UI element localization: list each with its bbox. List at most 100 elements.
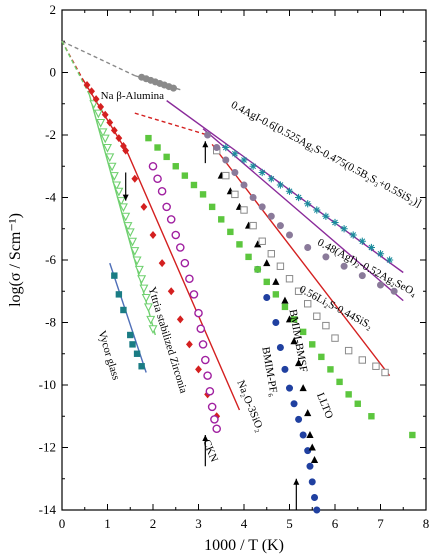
data-point <box>322 321 330 330</box>
data-point <box>148 325 158 334</box>
data-point <box>304 200 312 208</box>
y-tick-label: 2 <box>50 2 57 17</box>
data-point <box>115 134 123 143</box>
data-point <box>240 181 248 189</box>
data-point <box>196 324 206 334</box>
data-point <box>236 241 243 248</box>
series-label: LLTO <box>314 391 335 420</box>
data-point <box>163 153 170 161</box>
data-point <box>132 256 142 266</box>
data-series <box>89 100 158 334</box>
data-series <box>213 146 389 377</box>
data-point <box>210 415 219 424</box>
data-point <box>299 431 307 439</box>
series-label: Yttria stabilized Zirconia <box>146 285 190 394</box>
data-point <box>141 293 151 303</box>
data-point <box>231 190 239 199</box>
series-label: Na β-Alumina <box>101 90 164 102</box>
arrow-head <box>202 141 209 148</box>
data-point <box>125 228 135 238</box>
data-point <box>131 174 139 183</box>
data-point <box>254 266 261 273</box>
data-point <box>213 144 221 152</box>
data-point <box>331 218 339 227</box>
data-point <box>222 171 230 180</box>
data-point <box>107 162 117 172</box>
data-point <box>203 371 212 380</box>
data-point <box>306 431 314 438</box>
data-point <box>358 356 367 364</box>
data-point <box>115 291 123 298</box>
data-point <box>376 281 384 289</box>
x-tick-label: 5 <box>286 516 293 531</box>
data-point <box>154 144 161 151</box>
series-label: BMIM-BMSF <box>287 308 310 373</box>
data-point <box>122 146 130 155</box>
data-point <box>267 212 275 220</box>
data-point <box>322 253 330 261</box>
data-point <box>336 378 343 386</box>
data-point <box>140 202 148 211</box>
data-point <box>167 287 175 296</box>
data-point <box>272 291 280 298</box>
data-point <box>311 493 319 501</box>
data-series <box>138 73 177 92</box>
series-label: 0.56Li₂S-0.44SiS₂ <box>297 283 374 332</box>
series-label: CKN <box>200 438 220 464</box>
data-point <box>112 181 122 191</box>
data-point <box>295 193 303 202</box>
fit-line <box>202 128 404 302</box>
data-point <box>308 478 316 486</box>
data-point <box>368 413 375 420</box>
x-tick-label: 0 <box>59 516 66 531</box>
data-point <box>372 362 380 370</box>
data-point <box>175 243 185 252</box>
y-tick-label: 0 <box>50 65 57 80</box>
data-point <box>127 331 134 339</box>
data-point <box>240 206 248 214</box>
data-point <box>171 230 181 240</box>
data-point <box>98 128 108 138</box>
y-tick-label: -12 <box>39 440 56 455</box>
series-label: BMIM-PF₆ <box>259 346 280 398</box>
data-point <box>340 262 348 270</box>
data-point <box>290 337 298 345</box>
dashed-extrapolation-line <box>134 112 208 136</box>
data-point <box>166 215 176 224</box>
data-point <box>199 191 207 198</box>
data-point <box>133 350 141 357</box>
data-point <box>345 391 352 398</box>
data-point <box>294 287 303 295</box>
data-point <box>83 81 91 89</box>
data-point <box>189 290 199 299</box>
data-point <box>114 187 124 197</box>
x-tick-label: 8 <box>423 516 430 531</box>
data-point <box>386 256 394 264</box>
y-tick-label: -10 <box>39 377 56 392</box>
data-point <box>92 95 100 104</box>
data-point <box>93 109 103 119</box>
data-point <box>304 244 312 252</box>
data-point <box>134 265 144 275</box>
data-point <box>290 400 298 408</box>
data-point <box>285 275 294 283</box>
data-point <box>285 384 293 392</box>
data-point <box>313 312 321 320</box>
data-point <box>308 443 316 451</box>
data-point <box>146 315 156 325</box>
data-point <box>390 287 398 295</box>
data-series <box>148 161 221 434</box>
arrow-head <box>202 435 209 441</box>
data-point <box>354 400 361 407</box>
data-point <box>295 359 303 367</box>
data-point <box>180 258 190 268</box>
data-point <box>281 296 289 304</box>
data-point <box>304 300 312 308</box>
fit-line <box>166 100 404 274</box>
data-point <box>143 303 153 313</box>
data-point <box>381 368 389 377</box>
data-point <box>276 262 285 270</box>
data-point <box>249 194 257 202</box>
